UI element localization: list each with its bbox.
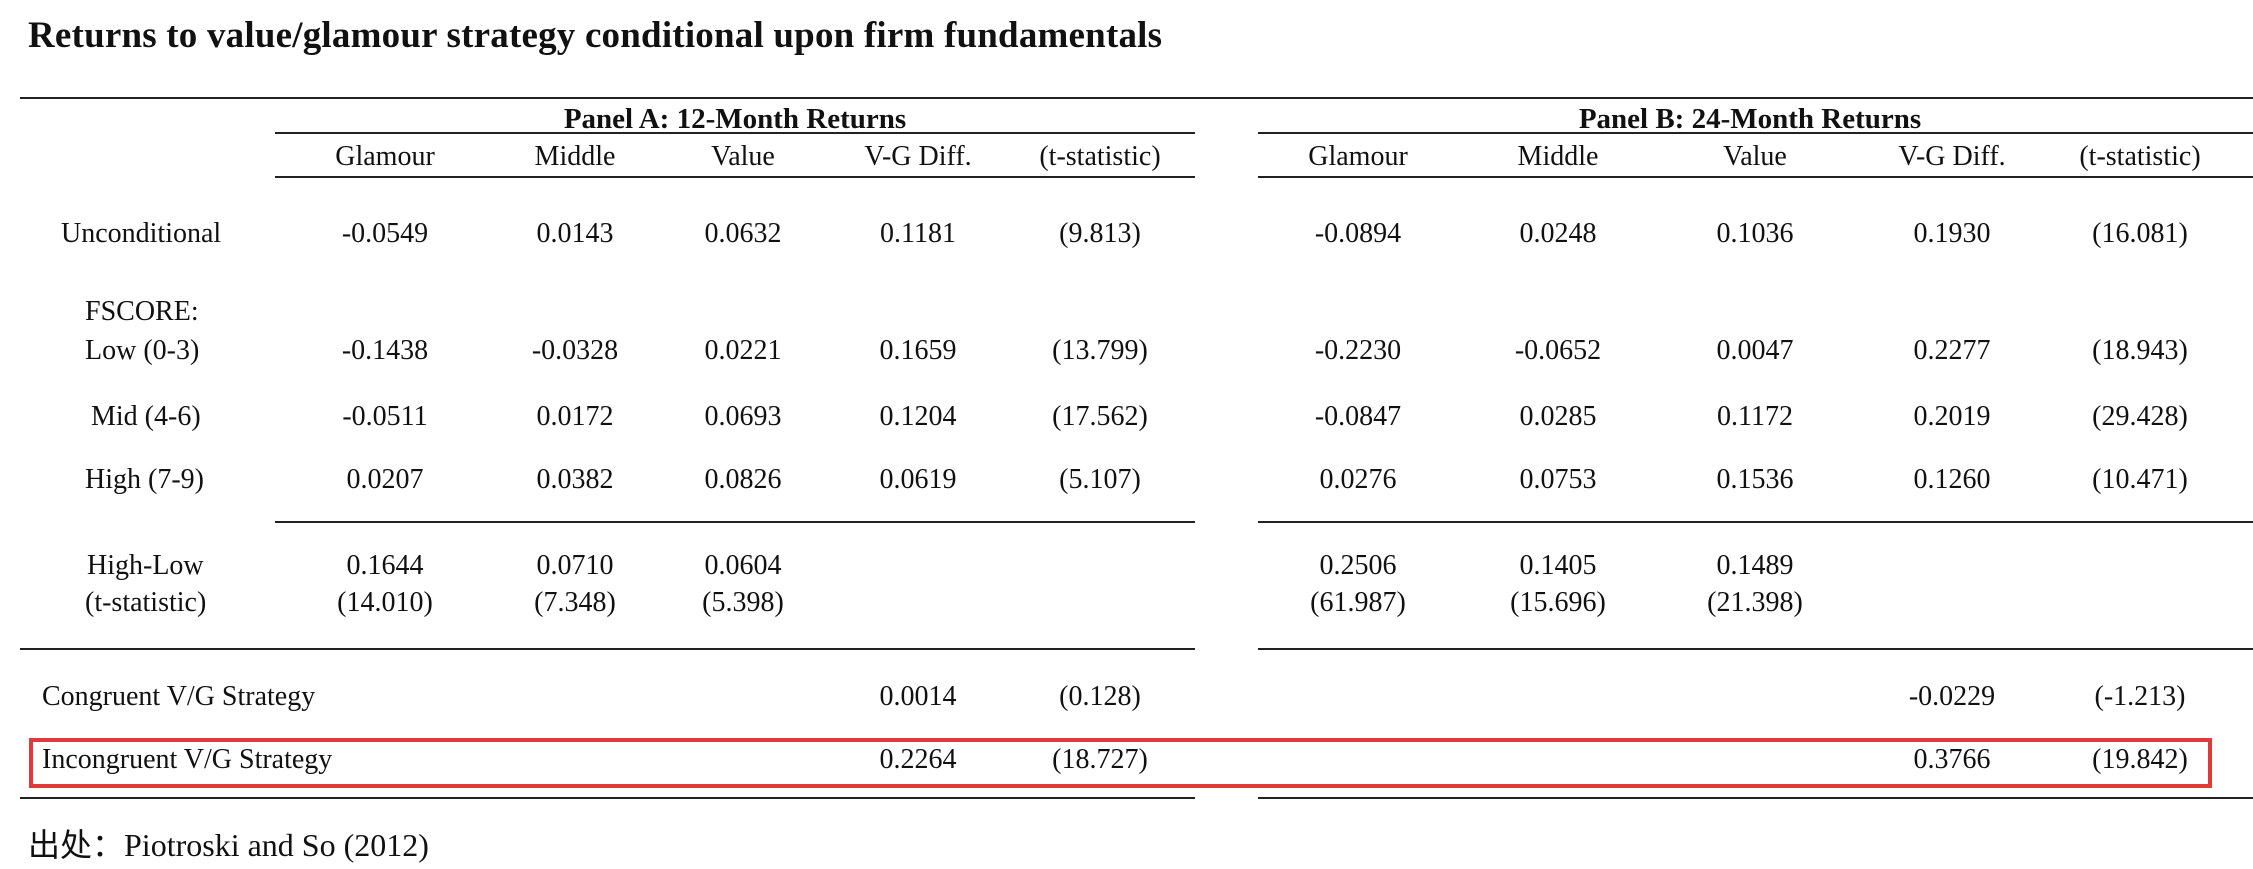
panel-a-incongruent-diff: 0.2264 [879, 744, 957, 775]
row-label-incongruent: Incongruent V/G Strategy [42, 744, 333, 775]
panel-b-column-header: Middle [1517, 141, 1599, 172]
panel-b-lower-rule [1258, 648, 2253, 650]
panel-a-column-header: Value [711, 141, 775, 172]
panel-b-table-cell: -0.2230 [1314, 335, 1402, 366]
panel-b-table-cell: 0.0276 [1319, 464, 1397, 495]
row-label-mid: Mid (4-6) [91, 401, 201, 432]
panel-a-lower-rule [20, 648, 1195, 650]
panel-a-table-cell: 0.0221 [704, 335, 782, 366]
row-label-unconditional: Unconditional [61, 218, 222, 249]
panel-a-table-cell: 0.0632 [704, 218, 782, 249]
panel-b-heading-rule [1258, 132, 2253, 134]
panel-b-table-cell: 0.0285 [1519, 401, 1597, 432]
panel-a-table-cell: 0.0143 [536, 218, 614, 249]
panel-a-table-cell: -0.0328 [531, 335, 619, 366]
panel-a-column-rule [275, 176, 1195, 178]
panel-b-table-cell: 0.0753 [1519, 464, 1597, 495]
panel-a-incongruent-t: (18.727) [1052, 744, 1148, 775]
panel-b-table-cell: 0.1536 [1716, 464, 1794, 495]
panel-a-bottom-rule [20, 797, 1195, 799]
panel-b-table-cell: (29.428) [2092, 401, 2188, 432]
panel-a-high-low-cell: 0.0604 [704, 550, 782, 581]
panel-b-table-cell: 0.1036 [1716, 218, 1794, 249]
panel-b-high-low-t-cell: (15.696) [1510, 587, 1606, 618]
panel-a-column-header: V-G Diff. [864, 141, 972, 172]
panel-b-table-cell: 0.2277 [1913, 335, 1991, 366]
panel-a-table-cell: 0.0693 [704, 401, 782, 432]
panel-b-table-cell: (10.471) [2092, 464, 2188, 495]
panel-a-column-header: Middle [534, 141, 616, 172]
panel-a-table-cell: 0.1659 [879, 335, 957, 366]
panel-b-column-rule [1258, 176, 2253, 178]
panel-a-column-header: (t-statistic) [1039, 141, 1161, 172]
panel-a-heading-rule [275, 132, 1195, 134]
row-label-high-low: High-Low [87, 550, 204, 581]
panel-b-table-cell: (18.943) [2092, 335, 2188, 366]
panel-a-table-cell: -0.0549 [341, 218, 429, 249]
source-note: 出处：Piotroski and So (2012) [28, 827, 429, 863]
panel-a-table-cell: -0.0511 [342, 401, 428, 432]
panel-a-table-cell: (5.107) [1059, 464, 1141, 495]
panel-b-table-cell: 0.1172 [1717, 401, 1793, 432]
panel-a-high-low-cell: 0.0710 [536, 550, 614, 581]
panel-a-congruent-t: (0.128) [1059, 681, 1141, 712]
panel-b-table-cell: -0.0652 [1514, 335, 1602, 366]
panel-b-column-header: Glamour [1308, 141, 1408, 172]
panel-b-column-header: V-G Diff. [1898, 141, 2006, 172]
panel-a-column-header: Glamour [335, 141, 435, 172]
panel-b-high-low-cell: 0.1489 [1716, 550, 1794, 581]
panel-b-table-cell: -0.0894 [1314, 218, 1402, 249]
panel-b-high-low-t-cell: (61.987) [1310, 587, 1406, 618]
panel-a-table-cell: (9.813) [1059, 218, 1141, 249]
panel-a-table-cell: 0.0172 [536, 401, 614, 432]
row-label-t-statistic: (t-statistic) [85, 587, 207, 618]
row-label-high: High (7-9) [85, 464, 204, 495]
panel-b-midrule [1258, 521, 2253, 523]
panel-b-congruent-diff: -0.0229 [1908, 681, 1996, 712]
panel-b-table-cell: -0.0847 [1314, 401, 1402, 432]
incongruent-highlight-box [29, 738, 2212, 788]
panel-a-table-cell: (17.562) [1052, 401, 1148, 432]
panel-b-high-low-cell: 0.1405 [1519, 550, 1597, 581]
panel-b-table-cell: (16.081) [2092, 218, 2188, 249]
panel-a-high-low-t-cell: (5.398) [702, 587, 784, 618]
panel-b-incongruent-diff: 0.3766 [1913, 744, 1991, 775]
panel-a-table-cell: 0.1181 [880, 218, 956, 249]
panel-a-high-low-t-cell: (7.348) [534, 587, 616, 618]
row-label-congruent: Congruent V/G Strategy [42, 681, 316, 712]
panel-b-bottom-rule [1258, 797, 2253, 799]
panel-a-table-cell: 0.0207 [346, 464, 424, 495]
panel-a-table-cell: 0.0382 [536, 464, 614, 495]
panel-b-column-header: (t-statistic) [2079, 141, 2201, 172]
panel-b-table-cell: 0.2019 [1913, 401, 1991, 432]
panel-b-incongruent-t: (19.842) [2092, 744, 2188, 775]
panel-a-table-cell: 0.0826 [704, 464, 782, 495]
panel-b-table-cell: 0.0248 [1519, 218, 1597, 249]
panel-a-table-cell: (13.799) [1052, 335, 1148, 366]
panel-a-table-cell: -0.1438 [341, 335, 429, 366]
row-label-fscore: FSCORE: [85, 296, 199, 327]
panel-b-table-cell: 0.0047 [1716, 335, 1794, 366]
panel-b-table-cell: 0.1930 [1913, 218, 1991, 249]
panel-a-high-low-t-cell: (14.010) [337, 587, 433, 618]
row-label-low: Low (0-3) [85, 335, 200, 366]
top-rule [20, 97, 2253, 99]
panel-b-table-cell: 0.1260 [1913, 464, 1991, 495]
panel-a-midrule [275, 521, 1195, 523]
panel-b-column-header: Value [1723, 141, 1787, 172]
panel-a-table-cell: 0.1204 [879, 401, 957, 432]
panel-a-congruent-diff: 0.0014 [879, 681, 957, 712]
panel-b-heading: Panel B: 24-Month Returns [1578, 103, 1922, 135]
panel-a-heading: Panel A: 12-Month Returns [563, 103, 907, 135]
panel-b-high-low-t-cell: (21.398) [1707, 587, 1803, 618]
panel-b-high-low-cell: 0.2506 [1319, 550, 1397, 581]
table-title: Returns to value/glamour strategy condit… [28, 15, 1163, 56]
panel-b-congruent-t: (-1.213) [2094, 681, 2186, 712]
panel-a-high-low-cell: 0.1644 [346, 550, 424, 581]
panel-a-table-cell: 0.0619 [879, 464, 957, 495]
